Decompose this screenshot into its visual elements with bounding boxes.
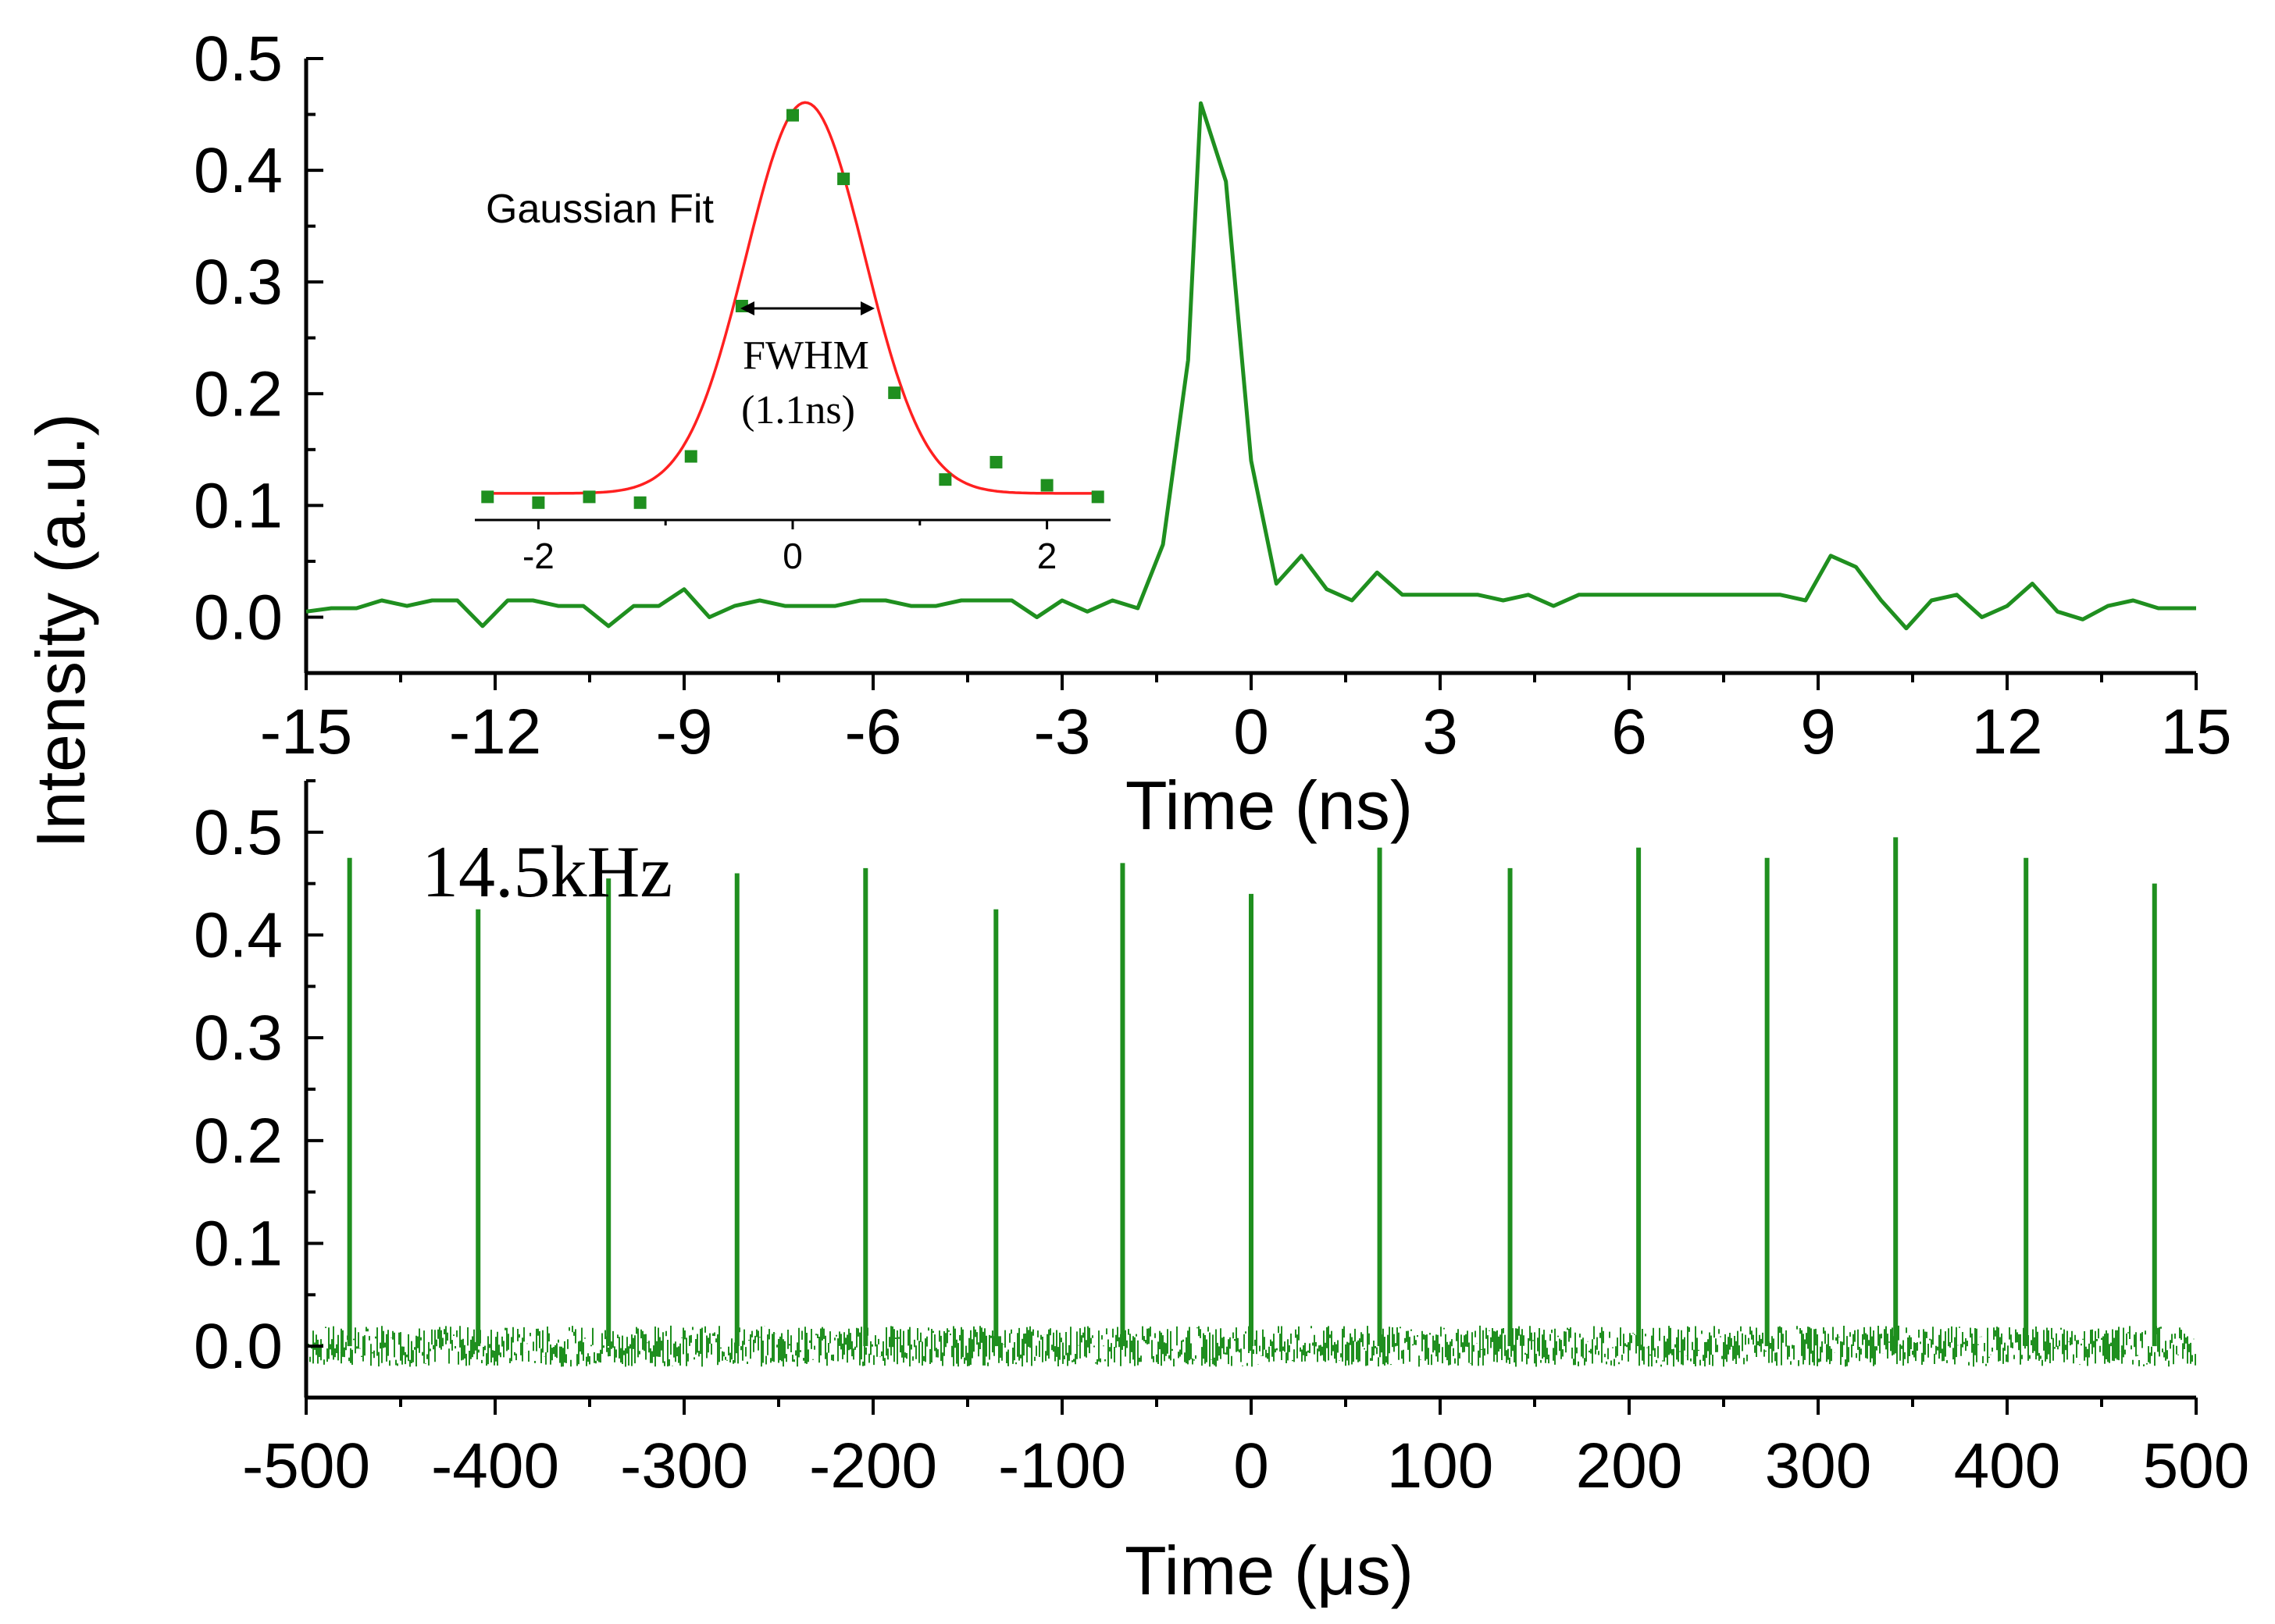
inset-fit-label: Gaussian Fit <box>486 187 714 232</box>
bottom-y-tick-label: 0.4 <box>194 900 283 971</box>
bottom-x-tick-label: -200 <box>809 1430 937 1501</box>
inset-data-point <box>532 496 545 509</box>
top-plot-area: -15 -12 -9 -6 -3 0 3 6 9 12 15 0.0 0.1 0.2 0.3 0.4 0.5 <box>194 23 2232 767</box>
fwhm-label: FWHM <box>743 333 869 378</box>
inset-x-ticks: -2 0 2 <box>522 520 1057 576</box>
y-axis-title: Intensity (a.u.) <box>22 413 99 849</box>
inset: -2 0 2 Gaussian Fit FWHM (1.1ns) <box>475 101 1111 576</box>
top-y-tick-label: 0.5 <box>194 23 283 94</box>
top-y-ticks: 0.0 0.1 0.2 0.3 0.4 0.5 <box>194 23 323 675</box>
bottom-x-tick-label: 0 <box>1233 1430 1269 1501</box>
bottom-x-tick-label: -500 <box>242 1430 370 1501</box>
bottom-panel: -500 -400 -300 -200 -100 0 100 200 300 400 500 0.0… <box>194 779 2249 1609</box>
inset-data-point <box>939 473 952 486</box>
top-y-tick-label: 0.0 <box>194 582 283 653</box>
top-axes <box>304 59 2196 675</box>
bottom-pulse-spikes <box>347 837 2157 1347</box>
bottom-x-tick-label: -400 <box>431 1430 559 1501</box>
top-x-tick-label: -15 <box>260 696 353 767</box>
inset-data-point <box>633 496 647 509</box>
inset-x-tick-label: 2 <box>1037 536 1057 576</box>
inset-data-point <box>1091 490 1104 504</box>
top-y-tick-label: 0.1 <box>194 470 283 541</box>
top-x-tick-label: 0 <box>1233 696 1269 767</box>
bottom-x-tick-label: 400 <box>1954 1430 2061 1501</box>
bottom-x-axis-title: Time (μs) <box>1125 1532 1414 1609</box>
inset-x-tick-label: -2 <box>522 536 554 576</box>
bottom-y-ticks: 0.0 0.1 0.2 0.3 0.4 0.5 <box>194 779 323 1399</box>
bottom-x-tick-label: 500 <box>2143 1430 2250 1501</box>
fwhm-arrowhead-left <box>740 301 754 315</box>
top-x-axis-title: Time (ns) <box>1125 767 1413 844</box>
inset-data-point <box>684 450 697 463</box>
top-x-tick-label: 3 <box>1422 696 1458 767</box>
bottom-x-tick-label: -300 <box>620 1430 748 1501</box>
inset-data-points <box>481 109 1104 509</box>
bottom-x-tick-label: 100 <box>1387 1430 1494 1501</box>
top-x-tick-label: -12 <box>449 696 542 767</box>
top-x-ticks: -15 -12 -9 -6 -3 0 3 6 9 12 15 <box>260 673 2232 767</box>
top-x-tick-label: -6 <box>845 696 902 767</box>
top-x-tick-label: 6 <box>1611 696 1647 767</box>
bottom-x-tick-label: -100 <box>998 1430 1126 1501</box>
bottom-y-tick-label: 0.1 <box>194 1209 283 1280</box>
bottom-plot-area: -500 -400 -300 -200 -100 0 100 200 300 400 500 0.0… <box>194 779 2249 1501</box>
inset-data-point <box>888 386 901 400</box>
bottom-y-tick-label: 0.5 <box>194 797 283 868</box>
fwhm-arrowhead-right <box>861 301 875 315</box>
inset-data-point <box>1040 479 1054 492</box>
bottom-y-tick-label: 0.0 <box>194 1311 283 1382</box>
fwhm-value: (1.1ns) <box>741 388 855 433</box>
inset-gaussian-fit-line <box>487 101 1098 495</box>
top-y-tick-label: 0.3 <box>194 247 283 318</box>
repetition-rate-label: 14.5kHz <box>422 832 672 913</box>
bottom-x-ticks: -500 -400 -300 -200 -100 0 100 200 300 400 500 <box>242 1398 2249 1501</box>
top-x-tick-label: 9 <box>1800 696 1836 767</box>
top-x-tick-label: 15 <box>2160 696 2231 767</box>
top-series-line <box>305 101 2196 631</box>
bottom-x-tick-label: 200 <box>1576 1430 1683 1501</box>
inset-data-point <box>837 173 850 186</box>
inset-data-point <box>583 490 596 504</box>
bottom-y-tick-label: 0.2 <box>194 1106 283 1177</box>
top-y-tick-label: 0.4 <box>194 135 283 206</box>
inset-data-point <box>481 490 494 504</box>
top-x-tick-label: -3 <box>1034 696 1091 767</box>
bottom-y-tick-label: 0.3 <box>194 1003 283 1074</box>
inset-x-tick-label: 0 <box>783 536 803 576</box>
top-panel: -15 -12 -9 -6 -3 0 3 6 9 12 15 0.00.10.20.30.40.5 … <box>194 23 2232 844</box>
bottom-x-tick-label: 300 <box>1765 1430 1872 1501</box>
fwhm-arrow <box>740 301 875 315</box>
top-y-tick-label: 0.2 <box>194 358 283 429</box>
inset-data-point <box>990 455 1003 468</box>
top-x-tick-label: 12 <box>1971 696 2042 767</box>
inset-data-point <box>786 109 799 122</box>
top-x-tick-label: -9 <box>656 696 713 767</box>
